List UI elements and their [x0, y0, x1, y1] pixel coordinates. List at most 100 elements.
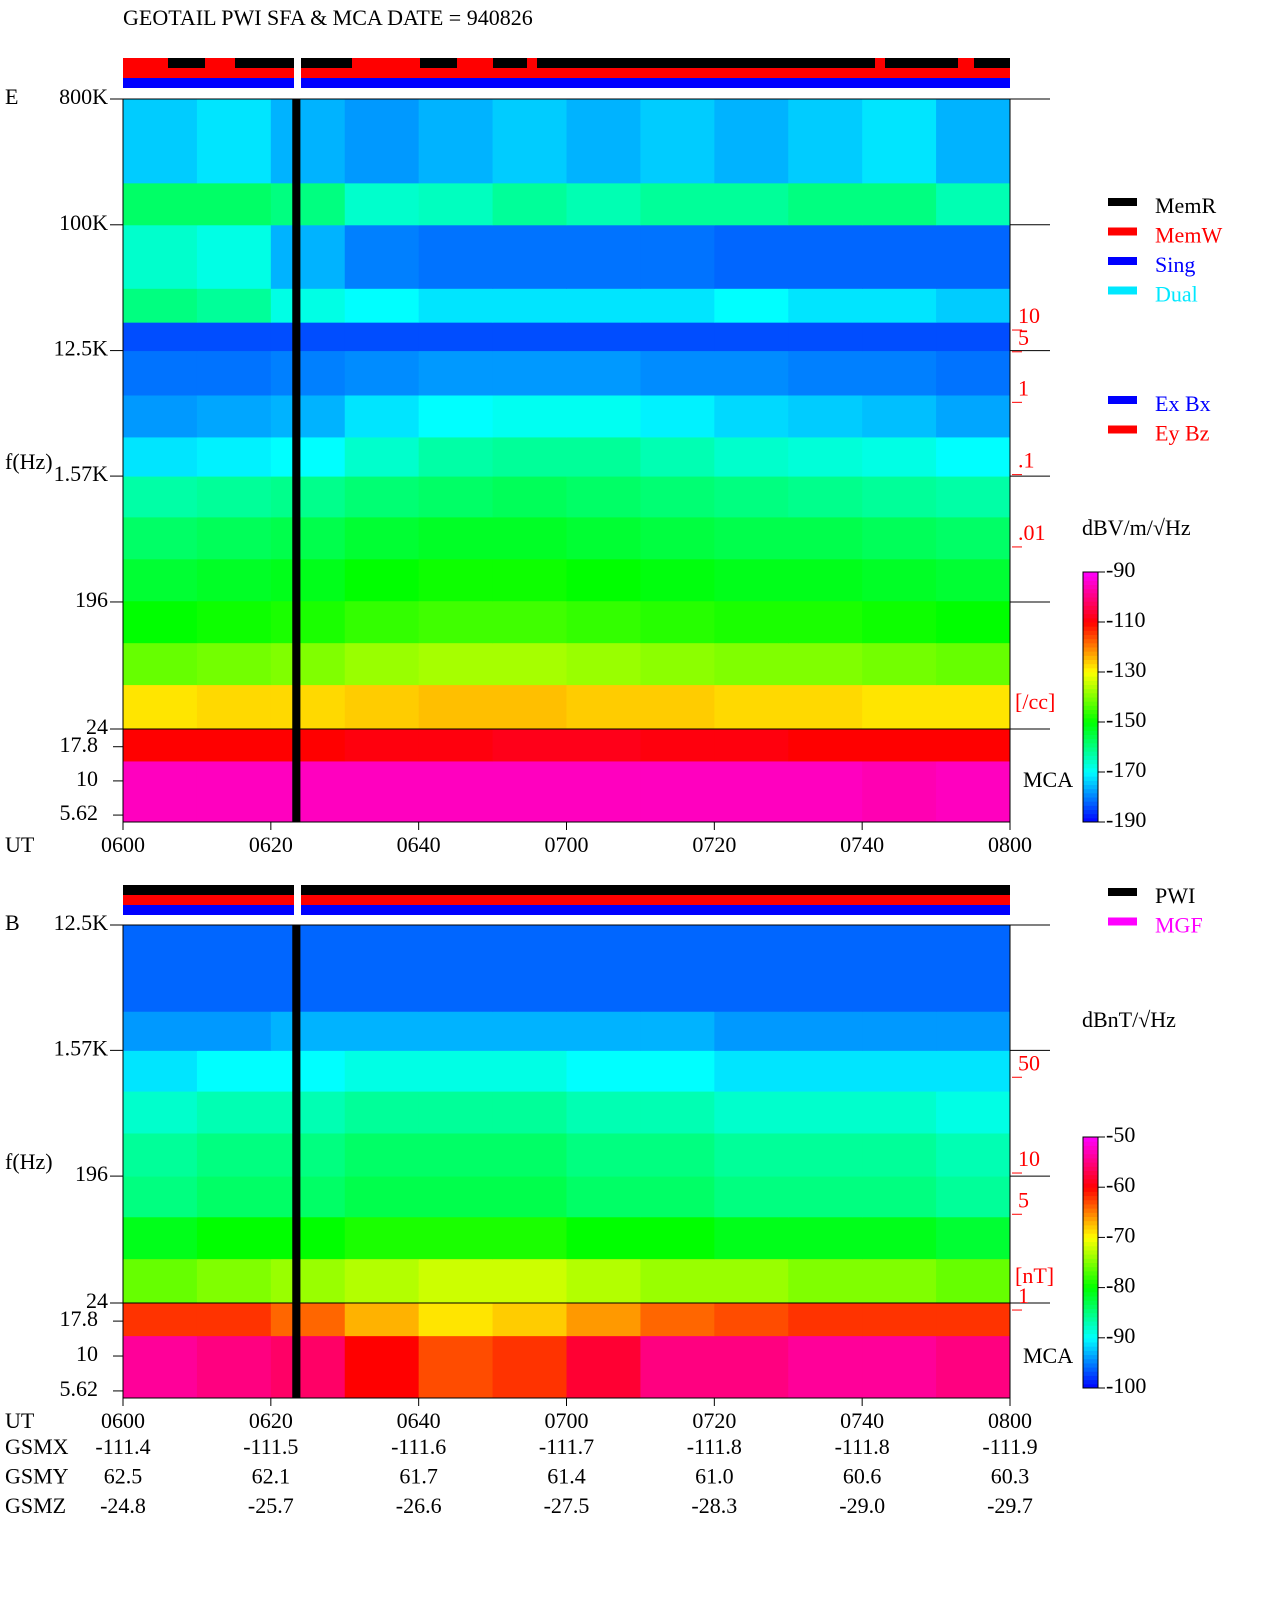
colorbar-step — [1083, 1333, 1098, 1339]
colorbar-step — [1083, 584, 1098, 590]
spectrogram-cell — [788, 476, 863, 518]
y-tick-label: 800K — [59, 84, 108, 109]
spectrogram-cell — [714, 558, 789, 602]
spectrogram-cell — [418, 394, 494, 438]
spectrogram-cell — [640, 600, 715, 644]
spectrogram-cell — [714, 350, 789, 396]
spectrogram-cell — [862, 1011, 937, 1051]
spectrogram-cell — [344, 476, 420, 518]
colorbar-step — [1083, 647, 1098, 652]
spectrogram-cell — [196, 1258, 272, 1304]
spectrogram-cell — [344, 1335, 420, 1399]
legend-label: PWI — [1155, 883, 1195, 908]
y2-tick-label: 10 — [1018, 1146, 1040, 1171]
spectrogram-cell — [270, 516, 346, 560]
spectrogram-cell — [566, 1216, 641, 1260]
spectrogram-cell — [492, 558, 567, 602]
spectrogram-cell — [418, 476, 494, 518]
orbit-value: -111.9 — [982, 1434, 1037, 1459]
colorbar-step — [1083, 622, 1098, 627]
spectrogram-cell — [344, 516, 420, 560]
spectrogram-cell — [123, 1303, 198, 1337]
orbit-value: -29.0 — [839, 1493, 885, 1518]
spectrogram-cell — [196, 224, 272, 289]
colorbar-step — [1083, 763, 1098, 769]
spectrogram-cell — [344, 600, 420, 644]
spectrogram-cell — [862, 350, 937, 396]
spectrogram-cell — [418, 1050, 494, 1092]
legend-label: MemW — [1155, 223, 1222, 248]
colorbar-step — [1083, 1187, 1098, 1192]
spectrogram-cell — [270, 1258, 346, 1304]
spectrogram-cell — [936, 182, 1011, 226]
colorbar-step — [1083, 580, 1098, 585]
spectrogram-cell — [936, 1176, 1011, 1218]
orbit-value: -26.6 — [396, 1493, 442, 1518]
orbit-value: -111.5 — [243, 1434, 298, 1459]
colorbar-step — [1083, 1254, 1098, 1259]
x-tick-label: 0720 — [692, 832, 736, 857]
spectrogram-cell — [640, 684, 715, 730]
spectrogram-cell — [492, 224, 567, 289]
x-tick-label: 0700 — [545, 832, 589, 857]
spectrogram-cell — [492, 350, 567, 396]
spectrogram-cell — [714, 729, 789, 762]
spectrogram-cell — [270, 350, 346, 396]
x-tick-label: 0600 — [101, 832, 145, 857]
legend-label: MemR — [1155, 193, 1216, 218]
spectrogram-cell — [418, 350, 494, 396]
spectrogram-cell — [196, 1216, 272, 1260]
colorbar-step — [1083, 776, 1098, 781]
spectrogram-cell — [566, 394, 641, 438]
colorbar-step — [1083, 772, 1098, 777]
spectrogram-cell — [418, 99, 494, 184]
colorbar-step — [1083, 1174, 1098, 1180]
colorbar-step — [1083, 1371, 1098, 1376]
spectrogram-cell — [788, 1176, 863, 1218]
mca-tick-label: 17.8 — [60, 1306, 99, 1331]
orbit-row-label: GSMY — [5, 1464, 69, 1489]
colorbar-step — [1083, 780, 1098, 785]
colorbar-step — [1083, 1262, 1098, 1268]
data-gap — [292, 99, 301, 822]
spectrogram-cell — [936, 436, 1011, 477]
spectrogram-cell — [196, 1132, 272, 1177]
spectrogram-cell — [270, 642, 346, 686]
colorbar-step — [1083, 1279, 1098, 1284]
colorbar-step — [1083, 784, 1098, 790]
colorbar-tick-label: -90 — [1106, 1323, 1135, 1348]
spectrogram-cell — [196, 600, 272, 644]
spectrogram-cell — [566, 642, 641, 686]
spectrogram-cell — [788, 684, 863, 730]
colorbar-step — [1083, 1266, 1098, 1272]
spectrogram-cell — [862, 288, 937, 323]
colorbar-step — [1083, 1166, 1098, 1171]
spectrogram-cell — [492, 99, 567, 184]
spectrogram-cell — [714, 322, 789, 352]
spectrogram-cell — [196, 182, 272, 226]
x-tick-label: 0600 — [101, 1408, 145, 1433]
colorbar-step — [1083, 1300, 1098, 1305]
spectrogram-cell — [344, 1091, 420, 1134]
spectrogram-cell — [123, 729, 198, 762]
colorbar-step — [1083, 1350, 1098, 1356]
orbit-value: -111.4 — [95, 1434, 150, 1459]
spectrogram-cell — [714, 182, 789, 226]
spectrogram-cell — [344, 99, 420, 184]
colorbar-step — [1083, 1270, 1098, 1276]
spectrogram-cell — [123, 182, 198, 226]
spectrogram-cell — [344, 1303, 420, 1337]
spectrogram-cell — [862, 600, 937, 644]
spectrogram-cell — [862, 760, 937, 823]
spectrogram-cell — [640, 1216, 715, 1260]
spectrogram-cell — [862, 925, 937, 1012]
colorbar-step — [1083, 638, 1098, 644]
spectrogram-cell — [936, 1091, 1011, 1134]
spectrogram-cell — [714, 1091, 789, 1134]
colorbar-step — [1083, 1157, 1098, 1163]
spectrogram-cell — [123, 600, 198, 644]
colorbar-step — [1083, 1358, 1098, 1364]
spectrogram-cell — [788, 1258, 863, 1304]
spectrogram-cell — [344, 322, 420, 352]
spectrogram-cell — [418, 1011, 494, 1051]
